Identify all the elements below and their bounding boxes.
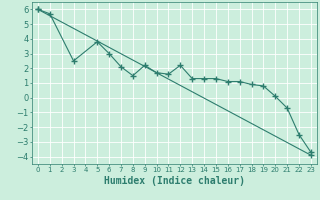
X-axis label: Humidex (Indice chaleur): Humidex (Indice chaleur) [104,176,245,186]
